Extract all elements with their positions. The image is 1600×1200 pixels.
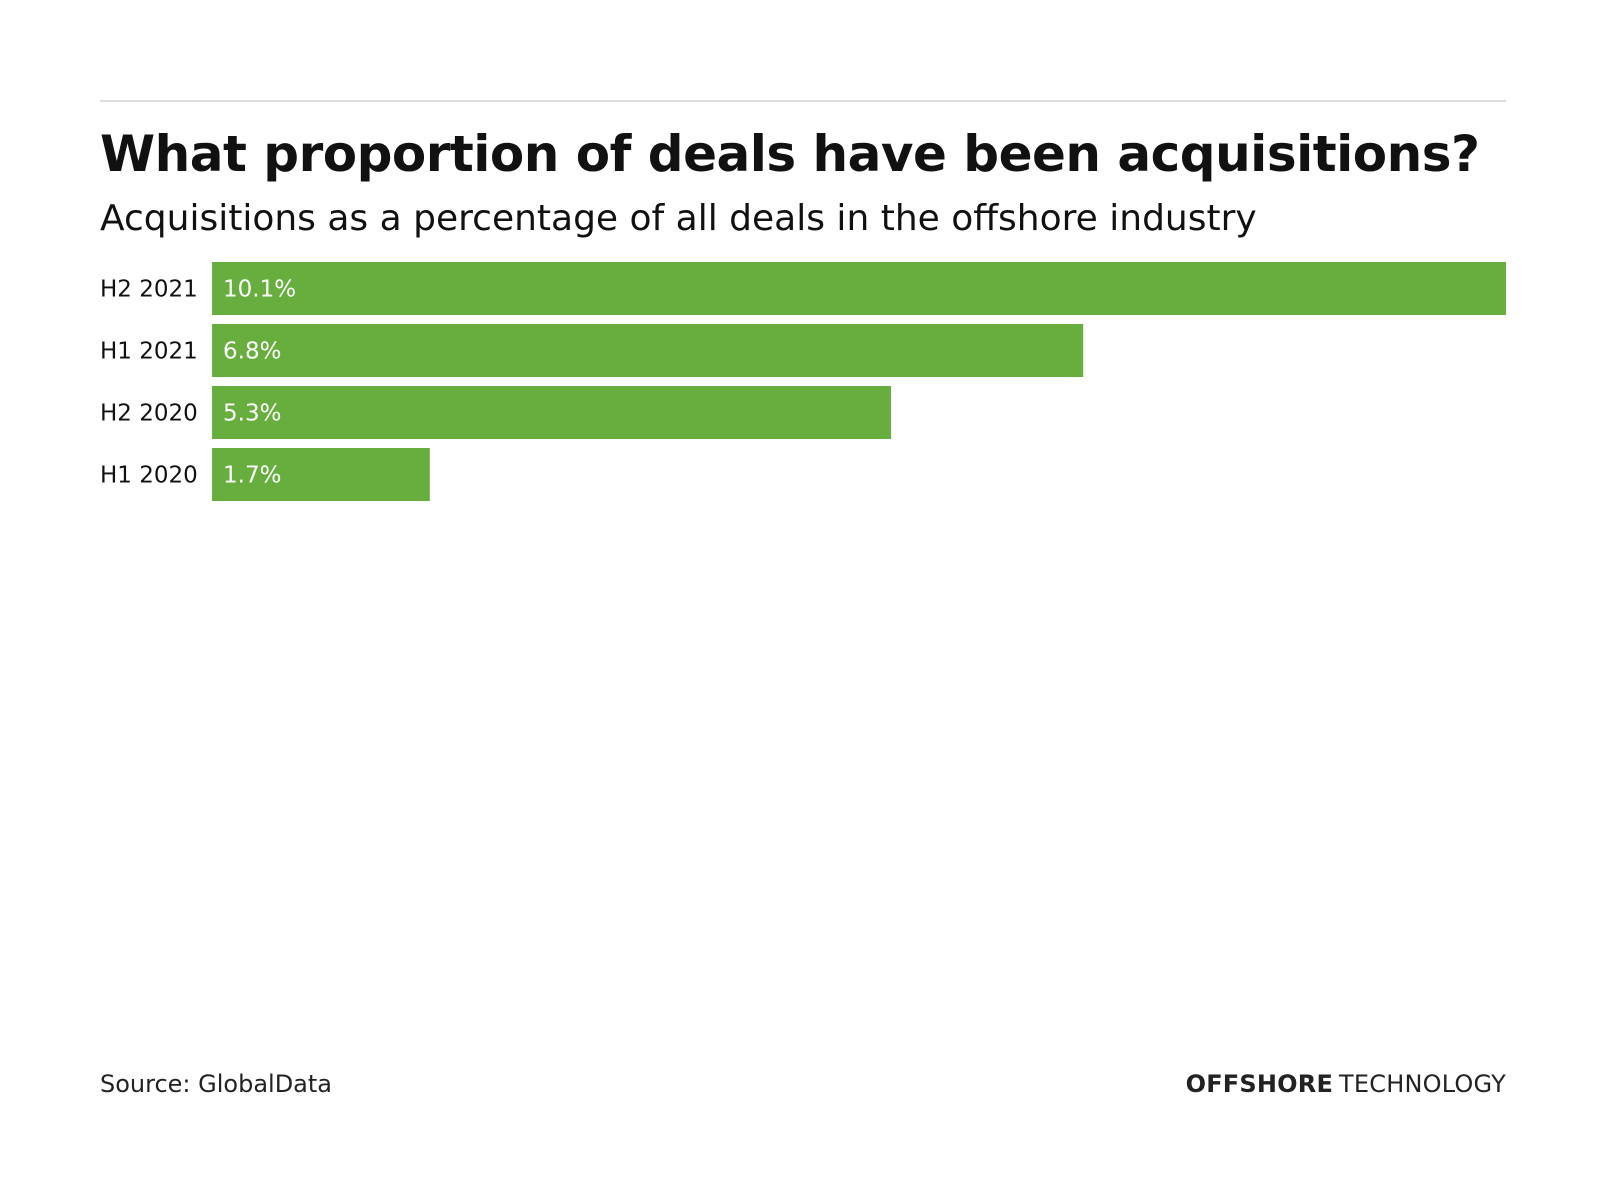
bars-layer: H2 2021 10.1% H1 2021 6.8% H2 2020 5.3% H1 202… [100,262,1506,501]
publisher-logo: OFFSHORE TECHNOLOGY [1186,1070,1506,1098]
bar-chart: H2 2021 10.1% H1 2021 6.8% H2 2020 5.3% H1 202… [100,262,1506,501]
top-divider [100,100,1506,102]
brand-name-light: TECHNOLOGY [1339,1070,1506,1098]
source-note: Source: GlobalData [100,1070,333,1098]
category-label: H1 2020 [100,463,198,489]
bar-value-label: 1.7% [223,463,281,489]
bar-value-label: 5.3% [223,401,281,427]
bar [212,448,430,501]
bar [212,386,892,439]
chart-subtitle: Acquisitions as a percentage of all deal… [100,198,1257,239]
category-label: H1 2021 [100,339,198,365]
bar [212,324,1084,377]
chart-title: What proportion of deals have been acqui… [100,125,1480,183]
category-label: H2 2021 [100,277,198,303]
bar [212,262,1506,315]
bar-value-label: 10.1% [223,277,296,303]
brand-name-strong: OFFSHORE [1185,1070,1334,1098]
bar-value-label: 6.8% [223,339,281,365]
category-label: H2 2020 [100,401,198,427]
